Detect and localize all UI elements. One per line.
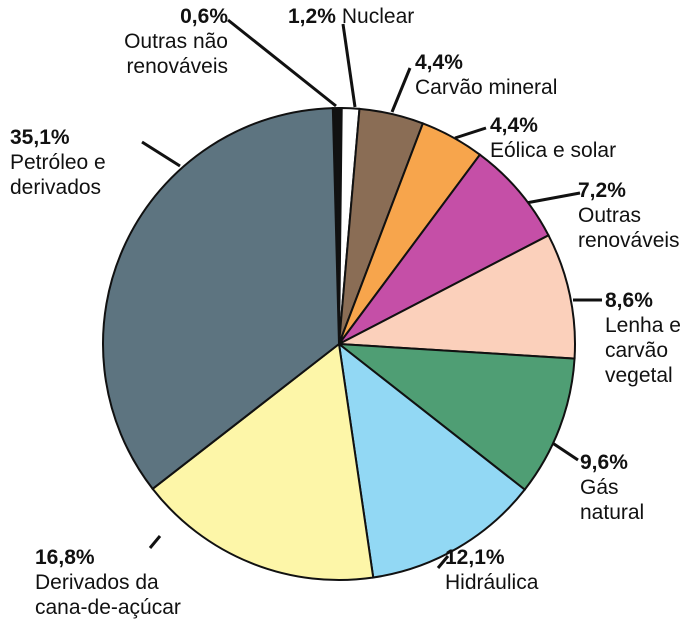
leader-line (526, 193, 580, 203)
pie (103, 108, 575, 580)
leader-line (392, 68, 410, 112)
leader-line (228, 20, 336, 106)
category-label: Outras renováveis (578, 203, 680, 253)
category-label: Petróleo e derivados (10, 150, 106, 200)
slice-label: 7,2%Outras renováveis (578, 178, 680, 253)
category-label: Outras não renováveis (100, 29, 228, 79)
leader-line (343, 24, 355, 107)
category-label: Gás natural (580, 475, 644, 525)
slice-label: 0,6%Outras não renováveis (100, 4, 228, 79)
value-label: 7,2% (578, 178, 680, 203)
value-label: 12,1% (445, 545, 538, 570)
leader-line (142, 142, 180, 166)
value-label: 0,6% (100, 4, 228, 29)
slice-label: 1,2% Nuclear (288, 4, 414, 29)
category-label: Derivados da cana-de-açúcar (35, 570, 181, 620)
value-label: 9,6% (580, 450, 644, 475)
category-label: Eólica e solar (490, 138, 616, 163)
value-label: 35,1% (10, 125, 106, 150)
value-label: 4,4% (490, 113, 616, 138)
slice-label: 4,4%Eólica e solar (490, 113, 616, 163)
category-label: Hidráulica (445, 570, 538, 595)
slice-label: 9,6%Gás natural (580, 450, 644, 525)
category-label: Lenha e carvão vegetal (605, 313, 681, 388)
slice-label: 4,4%Carvão mineral (415, 50, 557, 100)
category-label: Carvão mineral (415, 75, 557, 100)
leader-line (455, 128, 486, 138)
value-label: 8,6% (605, 288, 681, 313)
value-label: 16,8% (35, 545, 181, 570)
slice-label: 8,6%Lenha e carvão vegetal (605, 288, 681, 388)
chart: 0,6%Outras não renováveis1,2%Nuclear4,4%… (0, 0, 692, 631)
pie-canvas (0, 0, 692, 631)
value-label: 1,2% (288, 5, 336, 28)
category-label: Nuclear (342, 5, 414, 28)
slice-label: 35,1%Petróleo e derivados (10, 125, 106, 200)
slice-label: 12,1%Hidráulica (445, 545, 538, 595)
value-label: 4,4% (415, 50, 557, 75)
slice-label: 16,8%Derivados da cana-de-açúcar (35, 545, 181, 620)
